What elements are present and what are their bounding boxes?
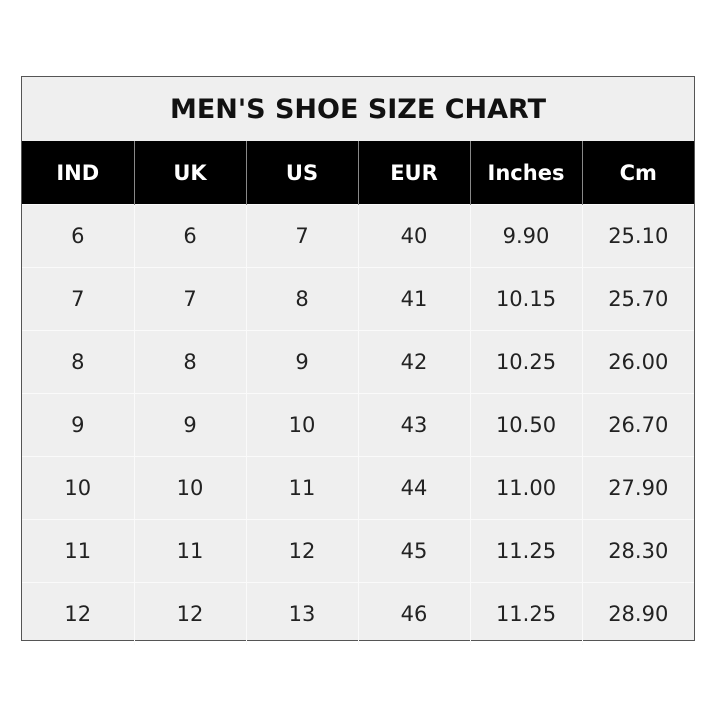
column-header: US: [245, 141, 358, 205]
table-cell: 10.15: [469, 267, 582, 331]
table-cell: 8: [245, 267, 358, 331]
table-row: 12 12 13 46 11.25 28.90: [22, 582, 694, 645]
table-cell: 12: [22, 582, 134, 645]
table-row: 9 9 10 43 10.50 26.70: [22, 393, 694, 457]
table-cell: 42: [357, 330, 470, 394]
table-cell: 11: [22, 519, 134, 583]
column-header: EUR: [357, 141, 470, 205]
table-cell: 25.70: [581, 267, 694, 331]
column-header: Cm: [581, 141, 694, 205]
table-cell: 7: [245, 204, 358, 268]
table-row: 8 8 9 42 10.25 26.00: [22, 330, 694, 394]
table-cell: 10: [22, 456, 134, 520]
table-cell: 27.90: [581, 456, 694, 520]
table-cell: 44: [357, 456, 470, 520]
table-row: 7 7 8 41 10.15 25.70: [22, 267, 694, 331]
table-cell: 8: [22, 330, 134, 394]
table-cell: 13: [245, 582, 358, 645]
table-cell: 11.25: [469, 519, 582, 583]
table-cell: 9: [245, 330, 358, 394]
table-cell: 8: [133, 330, 246, 394]
table-cell: 26.00: [581, 330, 694, 394]
table-cell: 28.30: [581, 519, 694, 583]
table-cell: 9.90: [469, 204, 582, 268]
table-cell: 11.00: [469, 456, 582, 520]
table-cell: 46: [357, 582, 470, 645]
table-cell: 11: [245, 456, 358, 520]
column-header: Inches: [469, 141, 582, 205]
header-row: IND UK US EUR Inches Cm: [22, 141, 694, 205]
column-header: IND: [22, 141, 134, 205]
table-cell: 10: [245, 393, 358, 457]
table-cell: 45: [357, 519, 470, 583]
table-cell: 7: [22, 267, 134, 331]
table-row: 11 11 12 45 11.25 28.30: [22, 519, 694, 583]
table-cell: 28.90: [581, 582, 694, 645]
table-cell: 9: [133, 393, 246, 457]
table-row: 10 10 11 44 11.00 27.90: [22, 456, 694, 520]
chart-title: MEN'S SHOE SIZE CHART: [169, 94, 547, 125]
table-cell: 10: [133, 456, 246, 520]
size-chart: MEN'S SHOE SIZE CHART IND UK US EUR Inches Cm…: [21, 76, 695, 645]
table-cell: 41: [357, 267, 470, 331]
table-cell: 10.50: [469, 393, 582, 457]
table-cell: 7: [133, 267, 246, 331]
table-cell: 6: [22, 204, 134, 268]
table-cell: 9: [22, 393, 134, 457]
table-cell: 10.25: [469, 330, 582, 394]
table-cell: 43: [357, 393, 470, 457]
table-cell: 12: [245, 519, 358, 583]
table-cell: 40: [357, 204, 470, 268]
size-table: IND UK US EUR Inches Cm 6 6 7 40 9.90 25.10 7 7 8 41 10…: [22, 141, 694, 645]
table-row: 6 6 7 40 9.90 25.10: [22, 204, 694, 268]
table-cell: 26.70: [581, 393, 694, 457]
table-cell: 11.25: [469, 582, 582, 645]
table-cell: 11: [133, 519, 246, 583]
table-cell: 6: [133, 204, 246, 268]
column-header: UK: [133, 141, 246, 205]
table-cell: 25.10: [581, 204, 694, 268]
table-cell: 12: [133, 582, 246, 645]
